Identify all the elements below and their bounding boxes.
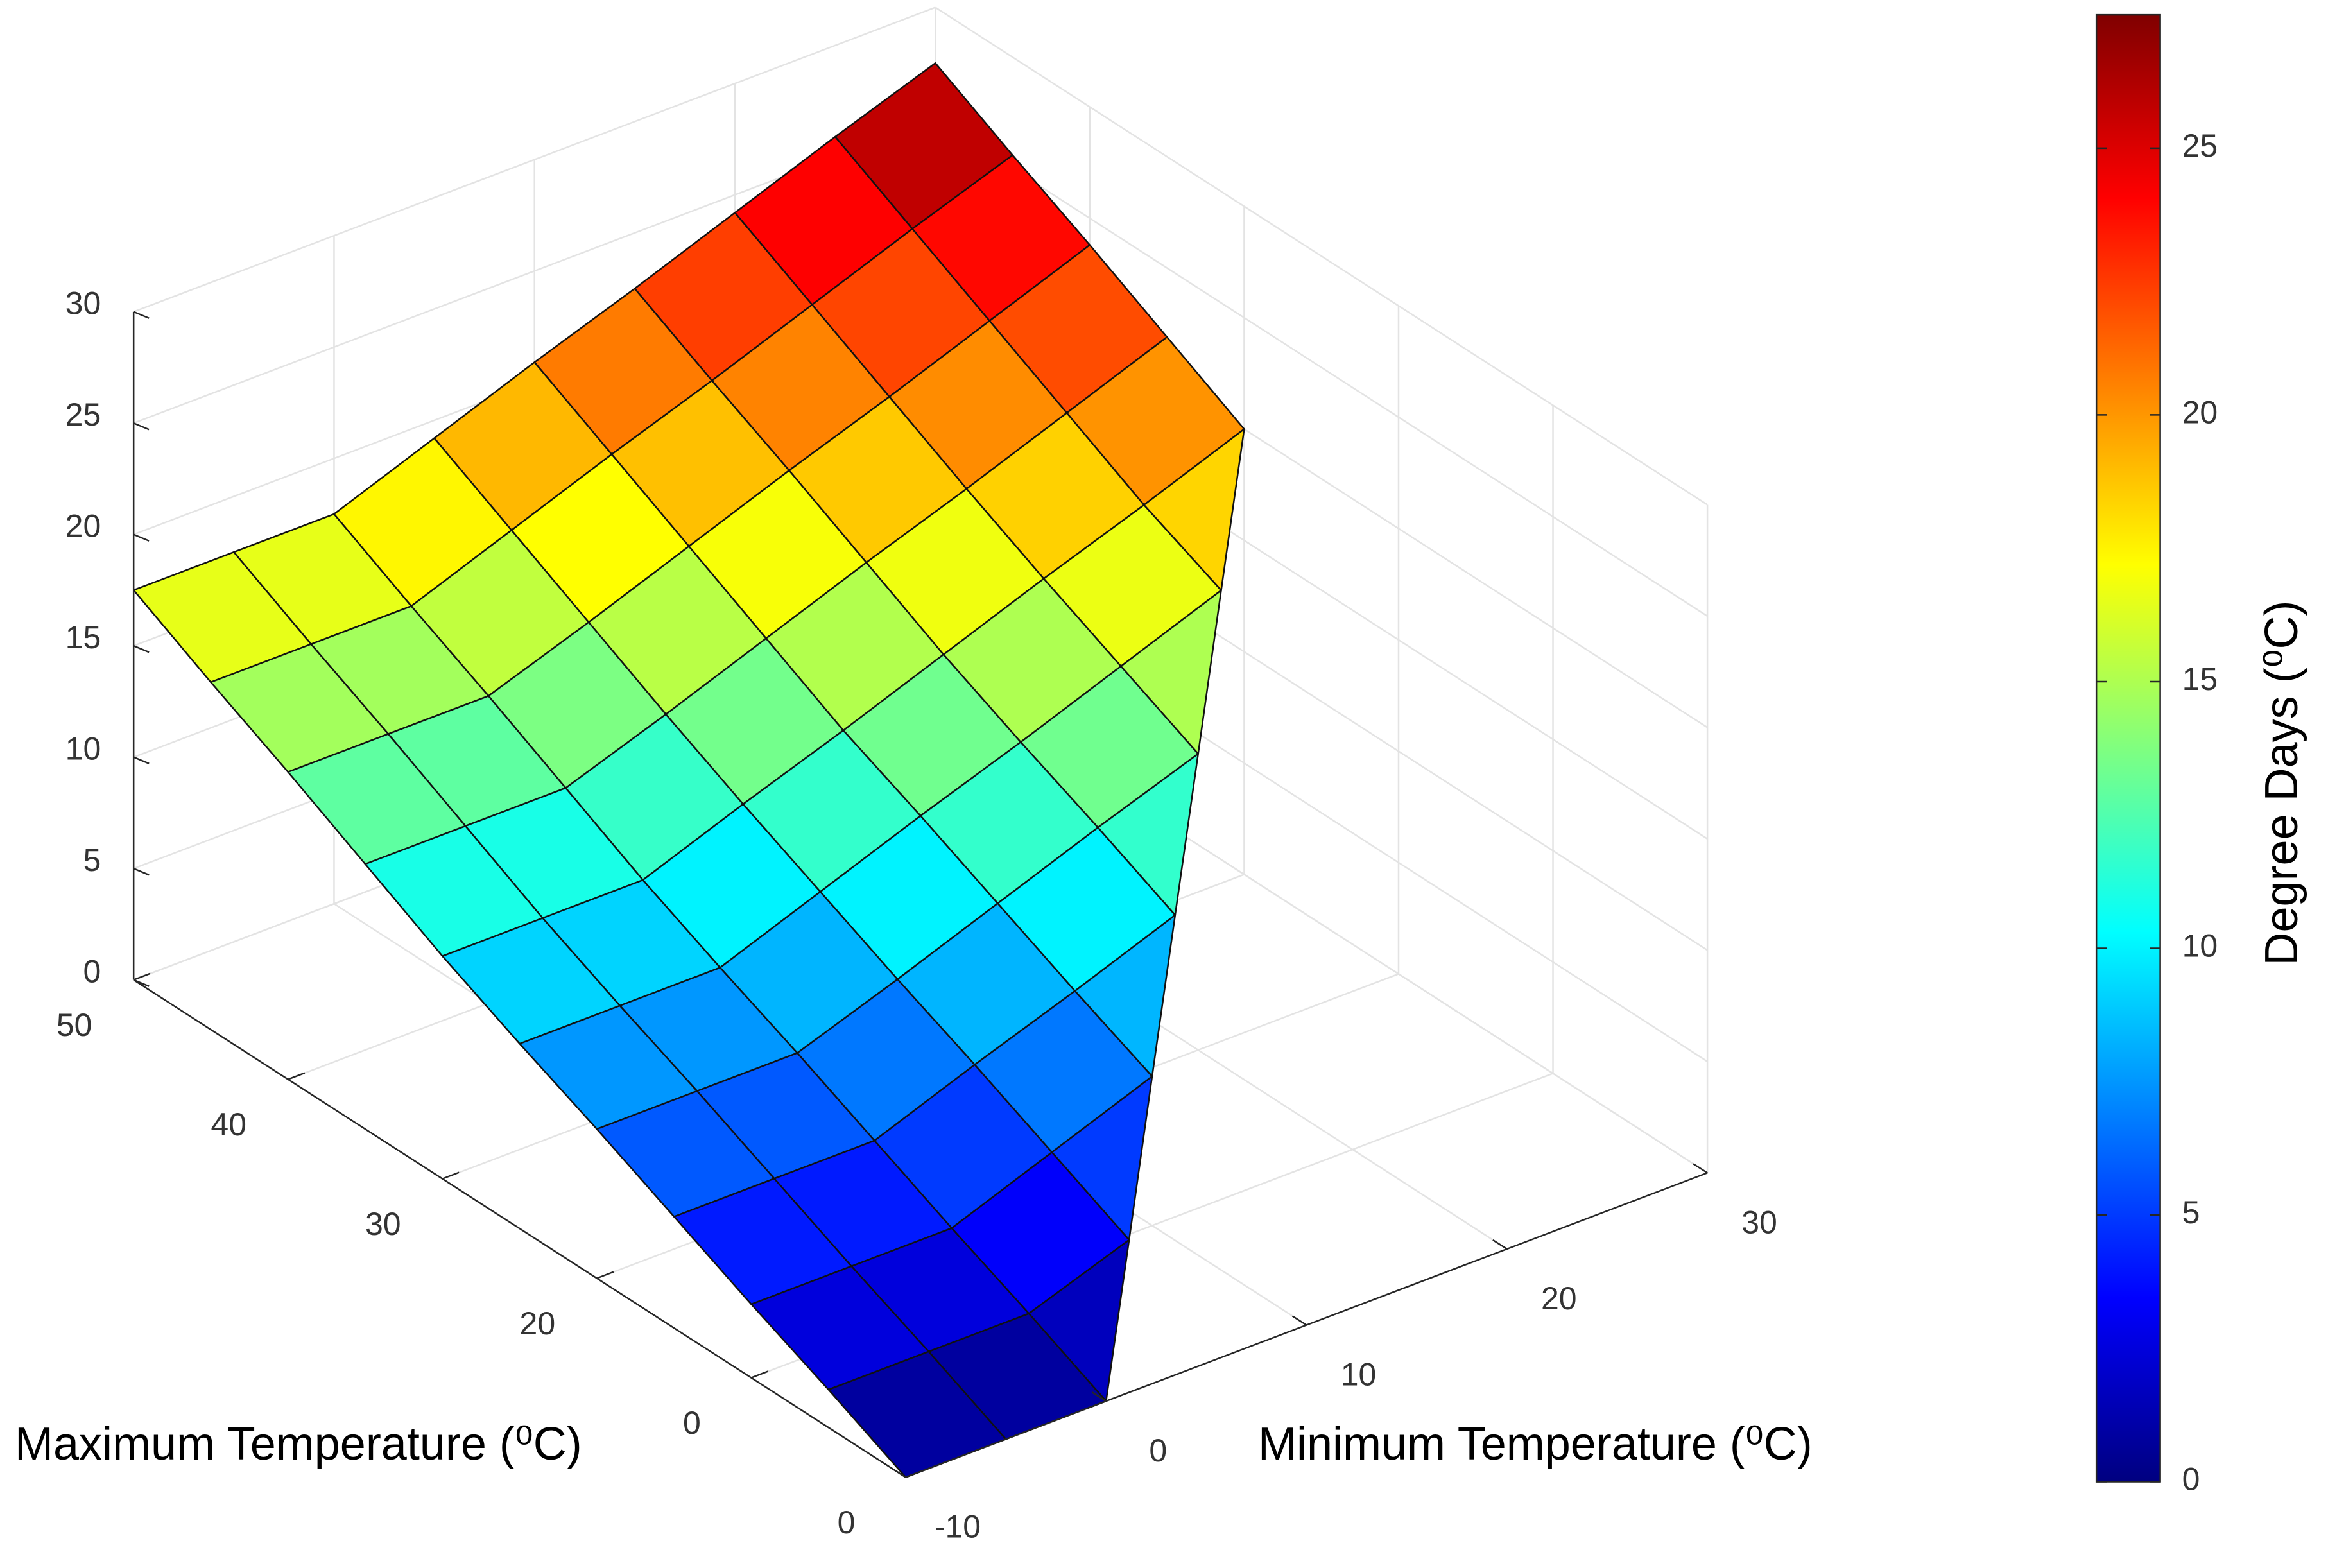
colorbar-label: Degree Days (⁰C)	[2256, 600, 2307, 965]
z-tick-label: 10	[65, 731, 101, 767]
grid-line	[935, 118, 1708, 617]
y-axis-label: Maximum Temperature (⁰C)	[15, 1418, 582, 1470]
y-tick	[905, 1470, 923, 1478]
surface	[132, 62, 1245, 1478]
axes: -10 0 10 20 30 0 0 20 30 40 50 0 5 10 15 20 25 30 0 5 10 15 20…	[56, 13, 2218, 1545]
z-tick-label: 25	[65, 397, 101, 433]
x-tick-label: 10	[1341, 1357, 1377, 1393]
y-tick-label: 40	[211, 1107, 246, 1142]
colorbar-tick-label: 0	[2182, 1461, 2200, 1497]
y-tick	[750, 1370, 768, 1379]
colorbar	[2095, 13, 2161, 1483]
grid-line	[133, 6, 936, 313]
z-tick	[133, 979, 150, 987]
y-tick	[442, 1171, 460, 1180]
z-tick-label: 15	[65, 619, 101, 655]
x-tick	[891, 1467, 906, 1478]
z-tick	[133, 533, 150, 542]
x-tick	[1291, 1315, 1307, 1326]
colorbar-tick-label: 20	[2182, 395, 2218, 431]
x-tick	[1091, 1391, 1107, 1402]
x-tick-label: -10	[935, 1509, 981, 1545]
z-tick	[133, 311, 150, 319]
grid-line	[935, 6, 1708, 506]
colorbar-tick-label: 15	[2182, 661, 2218, 697]
x-axis-label: Minimum Temperature (⁰C)	[1258, 1418, 1813, 1470]
y-tick-label: 50	[56, 1007, 92, 1043]
z-tick-label: 0	[83, 954, 101, 990]
x-tick-label: 30	[1741, 1205, 1777, 1241]
z-tick-label: 5	[83, 842, 101, 878]
y-tick	[133, 972, 151, 981]
x-tick	[1693, 1163, 1708, 1174]
colorbar-tick-label: 25	[2182, 128, 2218, 164]
x-tick-label: 20	[1541, 1280, 1577, 1316]
z-tick	[133, 645, 150, 653]
z-tick	[133, 756, 150, 764]
y-tick-label: 0	[838, 1504, 856, 1540]
colorbar-tick-label: 10	[2182, 928, 2218, 964]
y-tick-label: 0	[683, 1405, 701, 1441]
colorbar-tick-label: 5	[2182, 1194, 2200, 1230]
y-tick	[596, 1271, 614, 1279]
y-tick-label: 20	[520, 1305, 556, 1341]
y-axis-line	[133, 979, 906, 1478]
z-tick	[133, 422, 150, 431]
x-tick-label: 0	[1149, 1433, 1167, 1469]
z-tick-label: 30	[65, 286, 101, 322]
z-tick-label: 20	[65, 508, 101, 544]
x-tick	[1492, 1239, 1508, 1250]
y-tick	[288, 1072, 306, 1080]
y-tick-label: 30	[365, 1206, 401, 1242]
z-tick	[133, 868, 150, 876]
